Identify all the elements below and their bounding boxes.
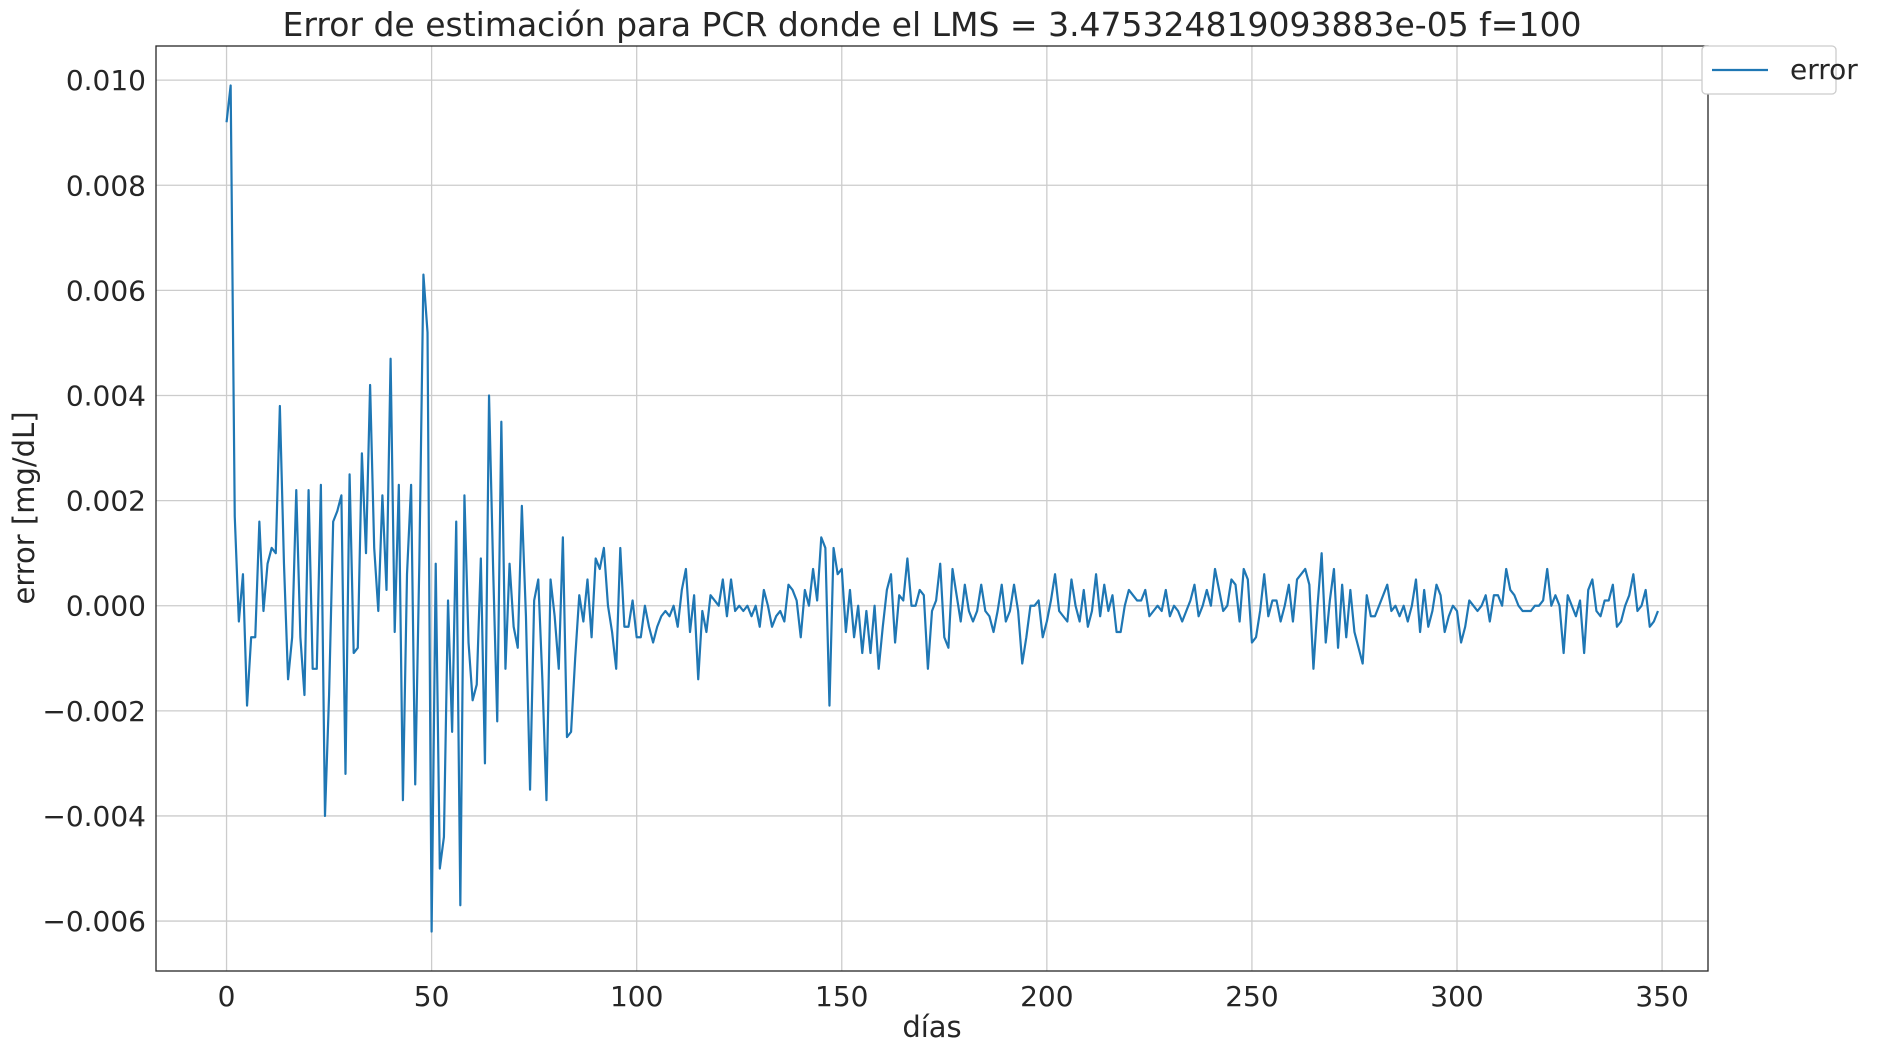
y-axis-label: error [mg/dL] [7,411,41,604]
y-tick-label: 0.006 [66,274,146,307]
x-tick-label: 50 [414,980,450,1013]
chart-title: Error de estimación para PCR donde el LM… [283,5,1582,44]
x-tick-label: 250 [1225,980,1278,1013]
legend[interactable]: error [1701,45,1858,95]
x-tick-label: 350 [1635,980,1688,1013]
x-tick-labels: 0 50 100 150 200 250 300 350 [218,980,1689,1013]
x-tick-label: 300 [1430,980,1483,1013]
y-tick-label: 0.010 [66,64,146,97]
y-tick-label: −0.006 [42,905,146,938]
y-tick-label: 0.008 [66,169,146,202]
x-tick-label: 150 [815,980,868,1013]
x-axis-label: días [902,1010,961,1044]
series-layer [225,84,1659,933]
x-tick-label: 200 [1020,980,1073,1013]
axes-frame [155,45,1709,972]
x-tick-label: 0 [218,980,236,1013]
legend-label: error [1790,53,1858,86]
y-tick-label: 0.004 [66,380,146,413]
y-tick-label: −0.004 [42,800,146,833]
series-line-error [225,84,1659,933]
y-tick-label: 0.000 [66,590,146,623]
y-tick-label: 0.002 [66,485,146,518]
x-tick-label: 100 [610,980,663,1013]
y-tick-label: −0.002 [42,695,146,728]
legend-box [1701,45,1837,95]
y-tick-labels: −0.006 −0.004 −0.002 0.000 0.002 0.004 0.006 0.… [42,64,146,938]
